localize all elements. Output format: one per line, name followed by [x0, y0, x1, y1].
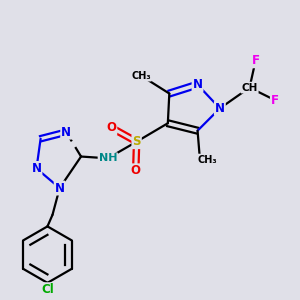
- Text: CH₃: CH₃: [131, 71, 151, 81]
- Text: CH₃: CH₃: [198, 154, 217, 164]
- Text: CH: CH: [242, 82, 258, 93]
- Text: N: N: [55, 182, 64, 194]
- Text: O: O: [106, 121, 116, 134]
- Text: F: F: [271, 94, 279, 106]
- Text: N: N: [32, 162, 41, 175]
- Text: N: N: [193, 78, 202, 91]
- Text: S: S: [132, 135, 141, 148]
- Text: F: F: [251, 54, 260, 67]
- Text: O: O: [131, 164, 141, 177]
- Text: NH: NH: [98, 153, 117, 163]
- Text: Cl: Cl: [41, 283, 54, 296]
- Text: N: N: [215, 102, 225, 115]
- Text: N: N: [61, 126, 71, 139]
